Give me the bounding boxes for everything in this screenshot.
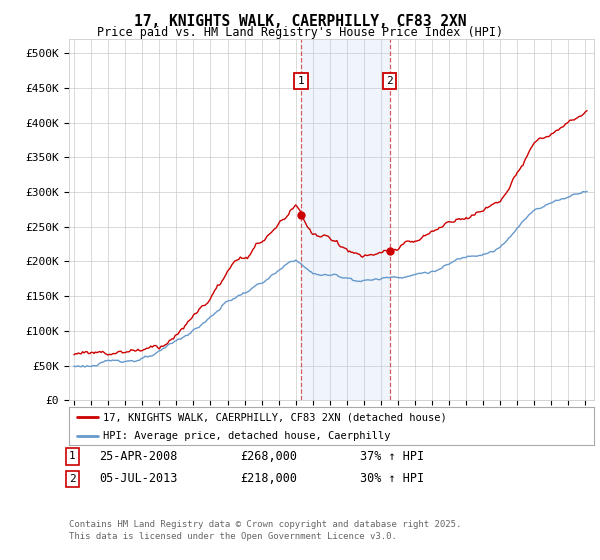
Text: 2: 2 [69,474,76,484]
Text: Contains HM Land Registry data © Crown copyright and database right 2025.
This d: Contains HM Land Registry data © Crown c… [69,520,461,541]
Text: £268,000: £268,000 [240,450,297,463]
Text: £218,000: £218,000 [240,472,297,486]
Text: 17, KNIGHTS WALK, CAERPHILLY, CF83 2XN (detached house): 17, KNIGHTS WALK, CAERPHILLY, CF83 2XN (… [103,412,447,422]
Bar [301,39,389,400]
Text: 1: 1 [298,76,305,86]
Text: 2: 2 [386,76,393,86]
Text: 30% ↑ HPI: 30% ↑ HPI [360,472,424,486]
Text: 05-JUL-2013: 05-JUL-2013 [99,472,178,486]
Text: 17, KNIGHTS WALK, CAERPHILLY, CF83 2XN: 17, KNIGHTS WALK, CAERPHILLY, CF83 2XN [134,14,466,29]
Text: Price paid vs. HM Land Registry's House Price Index (HPI): Price paid vs. HM Land Registry's House … [97,26,503,39]
Text: 25-APR-2008: 25-APR-2008 [99,450,178,463]
Text: HPI: Average price, detached house, Caerphilly: HPI: Average price, detached house, Caer… [103,431,391,441]
Text: 1: 1 [69,451,76,461]
Text: 37% ↑ HPI: 37% ↑ HPI [360,450,424,463]
